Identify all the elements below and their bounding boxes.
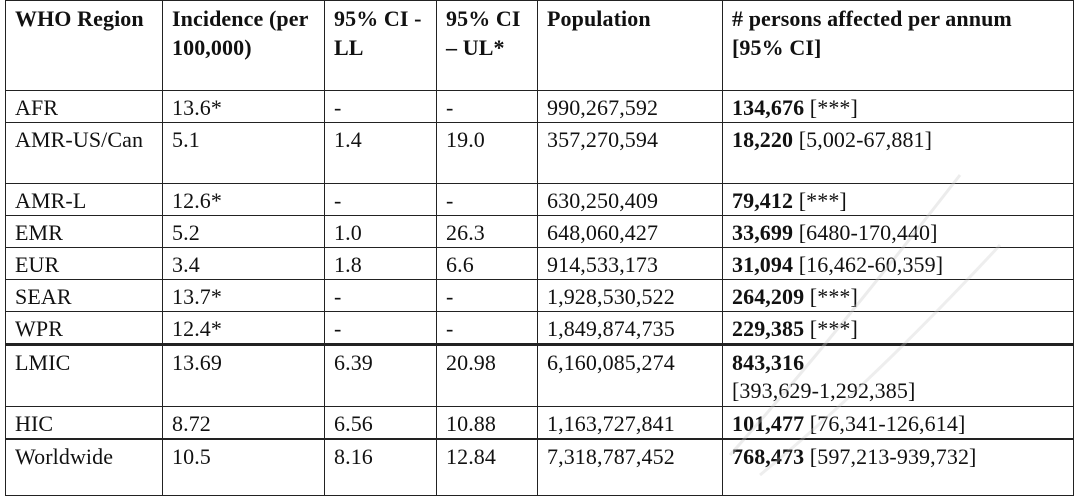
cell-ci-ll: 6.56 — [325, 407, 437, 440]
cell-incidence: 5.1 — [163, 123, 325, 184]
cell-ci-ul: 12.84 — [437, 439, 538, 496]
cell-ci-ll: - — [325, 184, 437, 216]
cell-incidence: 5.2 — [163, 216, 325, 248]
cell-population: 1,163,727,841 — [538, 407, 723, 440]
cell-region: AMR-L — [6, 184, 163, 216]
cell-persons-affected: 768,473 [597,213-939,732] — [723, 439, 1074, 496]
affected-count: 134,676 — [732, 95, 804, 120]
cell-ci-ul: 6.6 — [437, 248, 538, 280]
header-row: WHO Region Incidence (per 100,000) 95% C… — [6, 1, 1074, 91]
cell-region: Worldwide — [6, 439, 163, 496]
table-row: LMIC 13.69 6.39 20.98 6,160,085,274 843,… — [6, 345, 1074, 407]
cell-persons-affected: 101,477 [76,341-126,614] — [723, 407, 1074, 440]
cell-ci-ll: 1.0 — [325, 216, 437, 248]
cell-ci-ll: - — [325, 91, 437, 123]
cell-ci-ul: 19.0 — [437, 123, 538, 184]
cell-persons-affected: 264,209 [***] — [723, 280, 1074, 312]
cell-persons-affected: 18,220 [5,002-67,881] — [723, 123, 1074, 184]
affected-count: 768,473 — [732, 444, 804, 469]
cell-population: 1,849,874,735 — [538, 312, 723, 345]
cell-persons-affected: 79,412 [***] — [723, 184, 1074, 216]
cell-ci-ul: 20.98 — [437, 345, 538, 407]
table-row: AFR 13.6* - - 990,267,592 134,676 [***] — [6, 91, 1074, 123]
cell-population: 914,533,173 — [538, 248, 723, 280]
affected-count: 264,209 — [732, 284, 804, 309]
header-ci-ll: 95% CI - LL — [325, 1, 437, 91]
affected-ci: [***] — [804, 284, 858, 309]
cell-region: EMR — [6, 216, 163, 248]
cell-region: LMIC — [6, 345, 163, 407]
who-incidence-table: WHO Region Incidence (per 100,000) 95% C… — [5, 0, 1074, 496]
cell-region: SEAR — [6, 280, 163, 312]
header-ci-ul: 95% CI – UL* — [437, 1, 538, 91]
cell-population: 1,928,530,522 — [538, 280, 723, 312]
affected-ci: [76,341-126,614] — [804, 411, 965, 436]
cell-ci-ll: 8.16 — [325, 439, 437, 496]
affected-count: 79,412 — [732, 188, 793, 213]
affected-count: 843,316 — [732, 350, 804, 375]
cell-persons-affected: 229,385 [***] — [723, 312, 1074, 345]
table-row: AMR-L 12.6* - - 630,250,409 79,412 [***] — [6, 184, 1074, 216]
cell-incidence: 13.69 — [163, 345, 325, 407]
table-row: WPR 12.4* - - 1,849,874,735 229,385 [***… — [6, 312, 1074, 345]
cell-ci-ll: 6.39 — [325, 345, 437, 407]
affected-ci: [***] — [804, 316, 858, 341]
affected-ci: [597,213-939,732] — [804, 444, 976, 469]
cell-region: EUR — [6, 248, 163, 280]
cell-region: AFR — [6, 91, 163, 123]
cell-population: 648,060,427 — [538, 216, 723, 248]
header-who-region: WHO Region — [6, 1, 163, 91]
table-row: EUR 3.4 1.8 6.6 914,533,173 31,094 [16,4… — [6, 248, 1074, 280]
cell-ci-ul: - — [437, 184, 538, 216]
table-row: AMR-US/Can 5.1 1.4 19.0 357,270,594 18,2… — [6, 123, 1074, 184]
table-row: HIC 8.72 6.56 10.88 1,163,727,841 101,47… — [6, 407, 1074, 440]
table-row: Worldwide 10.5 8.16 12.84 7,318,787,452 … — [6, 439, 1074, 496]
affected-count: 31,094 — [732, 252, 793, 277]
cell-ci-ll: 1.8 — [325, 248, 437, 280]
cell-incidence: 13.6* — [163, 91, 325, 123]
cell-incidence: 10.5 — [163, 439, 325, 496]
affected-ci: [393,629-1,292,385] — [732, 378, 915, 403]
header-population: Population — [538, 1, 723, 91]
cell-ci-ul: - — [437, 312, 538, 345]
cell-persons-affected: 31,094 [16,462-60,359] — [723, 248, 1074, 280]
cell-population: 990,267,592 — [538, 91, 723, 123]
header-persons-affected: # persons affected per annum [95% CI] — [723, 1, 1074, 91]
table-row: SEAR 13.7* - - 1,928,530,522 264,209 [**… — [6, 280, 1074, 312]
cell-incidence: 3.4 — [163, 248, 325, 280]
cell-population: 7,318,787,452 — [538, 439, 723, 496]
cell-incidence: 8.72 — [163, 407, 325, 440]
cell-ci-ul: 26.3 — [437, 216, 538, 248]
cell-incidence: 13.7* — [163, 280, 325, 312]
affected-count: 33,699 — [732, 220, 793, 245]
affected-ci: [6480-170,440] — [793, 220, 937, 245]
affected-ci: [5,002-67,881] — [793, 127, 932, 152]
cell-persons-affected: 843,316 [393,629-1,292,385] — [723, 345, 1074, 407]
cell-population: 357,270,594 — [538, 123, 723, 184]
cell-region: HIC — [6, 407, 163, 440]
cell-ci-ul: - — [437, 91, 538, 123]
cell-ci-ul: 10.88 — [437, 407, 538, 440]
affected-count: 229,385 — [732, 316, 804, 341]
affected-ci: [***] — [804, 95, 858, 120]
cell-ci-ll: 1.4 — [325, 123, 437, 184]
cell-region: WPR — [6, 312, 163, 345]
cell-region: AMR-US/Can — [6, 123, 163, 184]
cell-incidence: 12.4* — [163, 312, 325, 345]
cell-ci-ll: - — [325, 280, 437, 312]
affected-ci: [16,462-60,359] — [793, 252, 943, 277]
affected-ci: [***] — [793, 188, 847, 213]
cell-incidence: 12.6* — [163, 184, 325, 216]
cell-persons-affected: 33,699 [6480-170,440] — [723, 216, 1074, 248]
table-row: EMR 5.2 1.0 26.3 648,060,427 33,699 [648… — [6, 216, 1074, 248]
cell-ci-ul: - — [437, 280, 538, 312]
cell-population: 6,160,085,274 — [538, 345, 723, 407]
affected-count: 101,477 — [732, 411, 804, 436]
header-incidence: Incidence (per 100,000) — [163, 1, 325, 91]
cell-persons-affected: 134,676 [***] — [723, 91, 1074, 123]
cell-population: 630,250,409 — [538, 184, 723, 216]
affected-count: 18,220 — [732, 127, 793, 152]
cell-ci-ll: - — [325, 312, 437, 345]
